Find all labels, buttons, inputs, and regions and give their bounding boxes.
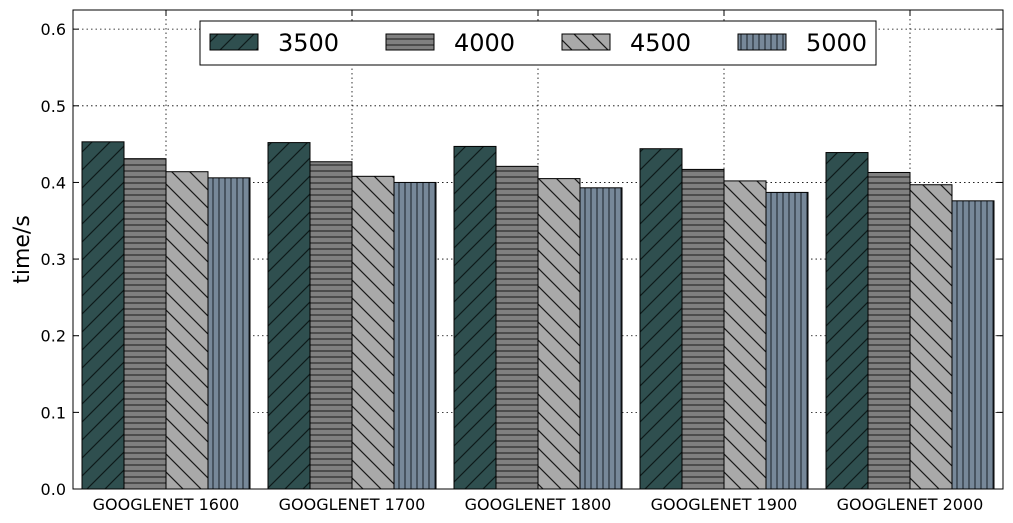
bar-5000-3 [765, 191, 809, 490]
bar-5000-1 [393, 181, 437, 490]
legend-label-4000: 4000 [454, 29, 515, 57]
bars [81, 141, 995, 490]
bar-4500-3 [723, 180, 767, 490]
bar-5000-4 [951, 200, 995, 490]
bar-4500-4 [909, 184, 953, 490]
bar-4500-0 [165, 171, 209, 490]
legend-swatch-3500 [209, 33, 259, 51]
bar-4500-2 [537, 178, 581, 490]
y-axis-title: time/s [10, 215, 35, 284]
bar-4000-1 [309, 161, 353, 490]
x-tick-label: GOOGLENET 1600 [93, 495, 240, 514]
y-tick-label: 0.2 [41, 327, 66, 346]
bar-4000-4 [867, 171, 911, 490]
x-tick-label: GOOGLENET 1700 [279, 495, 426, 514]
bar-5000-2 [579, 187, 623, 490]
bar-5000-0 [207, 177, 251, 490]
y-tick-label: 0.6 [41, 20, 66, 39]
legend-label-5000: 5000 [806, 29, 867, 57]
y-tick-label: 0.1 [41, 403, 66, 422]
x-tick-label: GOOGLENET 2000 [837, 495, 984, 514]
legend: 3500 4000 4500 5000 [199, 20, 877, 66]
bar-3500-2 [453, 145, 497, 490]
legend-swatch-4500 [561, 33, 611, 51]
bar-3500-4 [825, 152, 869, 490]
y-tick-label: 0.4 [41, 173, 66, 192]
bar-3500-3 [639, 148, 683, 490]
bar-3500-1 [267, 142, 311, 490]
legend-swatch-5000 [737, 33, 787, 51]
bar-3500-0 [81, 141, 125, 490]
bar-4000-0 [123, 158, 167, 490]
legend-label-4500: 4500 [630, 29, 691, 57]
bar-4500-1 [351, 175, 395, 490]
bar-4000-3 [681, 168, 725, 490]
y-tick-label: 0.5 [41, 97, 66, 116]
y-tick-label: 0.0 [41, 480, 66, 499]
x-tick-label: GOOGLENET 1800 [465, 495, 612, 514]
legend-swatch-4000 [385, 33, 435, 51]
bar-4000-2 [495, 165, 539, 490]
x-tick-label: GOOGLENET 1900 [651, 495, 798, 514]
y-axis: 0.0 0.1 0.2 0.3 0.4 0.5 0.6 [41, 20, 1003, 499]
x-axis: GOOGLENET 1600 GOOGLENET 1700 GOOGLENET 18… [93, 10, 984, 514]
y-tick-label: 0.3 [41, 250, 66, 269]
legend-label-3500: 3500 [278, 29, 339, 57]
